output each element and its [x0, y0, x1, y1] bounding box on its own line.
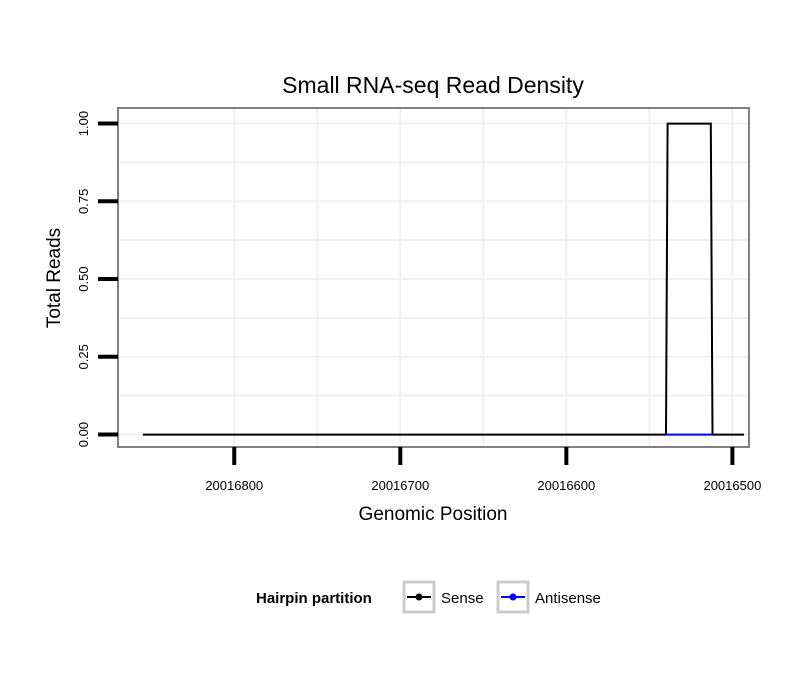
legend-label: Antisense: [535, 590, 601, 607]
x-axis-ticks: 20016800 20016700 20016600 20016500: [205, 447, 761, 493]
x-tick-label: 20016800: [205, 478, 263, 493]
legend-item-sense: Sense: [402, 580, 484, 614]
y-axis-ticks: 0.00 0.25 0.50 0.75 1.00: [76, 111, 118, 447]
legend-item-antisense: Antisense: [496, 580, 601, 614]
legend-items: Sense Antisense: [402, 580, 601, 614]
x-axis-label: Genomic Position: [359, 504, 508, 525]
legend-key-point: [509, 593, 517, 601]
legend-label: Sense: [441, 590, 484, 607]
legend: Hairpin partition Sense Antisense: [256, 580, 601, 614]
y-tick-label: 0.00: [76, 422, 91, 447]
chart-title: Small RNA-seq Read Density: [282, 72, 584, 98]
y-tick-label: 1.00: [76, 111, 91, 136]
legend-key-point: [415, 593, 423, 601]
x-tick-label: 20016500: [703, 478, 761, 493]
series-line-sense: [142, 122, 744, 436]
series-lines: [142, 122, 744, 436]
y-tick-label: 0.75: [76, 189, 91, 214]
x-tick-label: 20016600: [537, 478, 595, 493]
x-tick-label: 20016700: [371, 478, 429, 493]
plot-area: [118, 108, 749, 447]
y-tick-label: 0.25: [76, 344, 91, 369]
y-tick-label: 0.50: [76, 266, 91, 291]
y-axis-label: Total Reads: [44, 228, 65, 328]
legend-title: Hairpin partition: [256, 590, 372, 607]
